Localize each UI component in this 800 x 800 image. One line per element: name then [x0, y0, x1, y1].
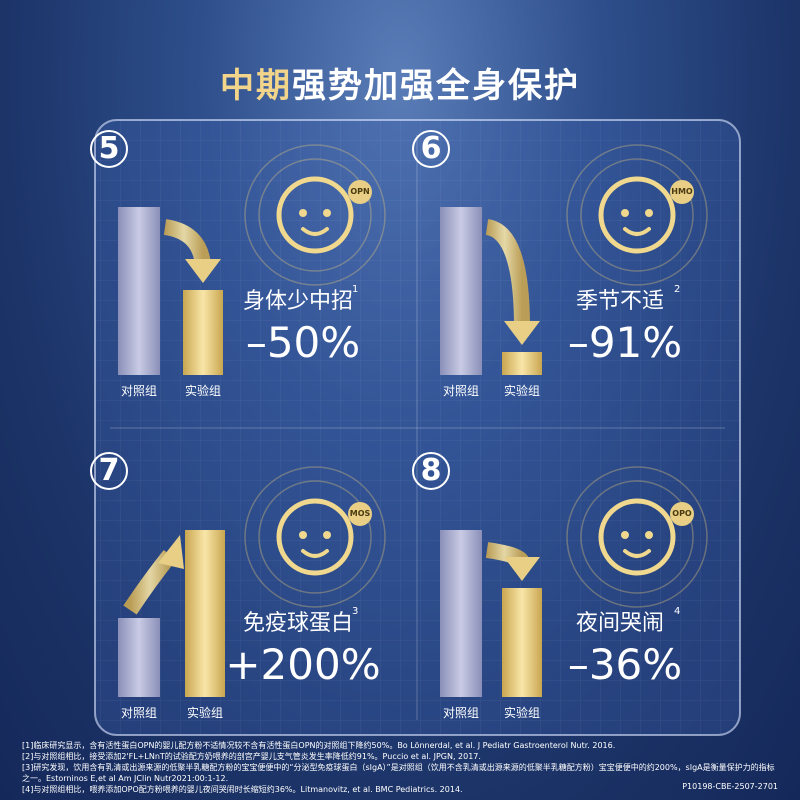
control-label: 对照组: [120, 384, 157, 398]
icon-ring: [244, 144, 386, 286]
step-number: 5: [90, 130, 128, 168]
badge-label: OPO: [672, 509, 692, 518]
icon-eye: [299, 531, 307, 539]
test-label: 实验组: [503, 706, 540, 720]
ref-mark: 4: [674, 606, 681, 617]
test-bar: [183, 290, 223, 375]
footnotes: [1]临床研究显示，含有活性蛋白OPN的婴儿配方粉不适情况较不含有活性蛋白OPN…: [22, 740, 782, 795]
outcome-label: 身体少中招: [242, 289, 353, 314]
control-label: 对照组: [442, 384, 479, 398]
outcome-label: 免疫球蛋白: [242, 611, 353, 636]
icon-face: [598, 176, 676, 254]
badge-label: HMO: [671, 187, 693, 196]
grid-texture: [95, 120, 740, 735]
test-bar: [502, 588, 542, 697]
test-bar: [185, 530, 225, 697]
ref-mark: 2: [674, 284, 681, 295]
ref-mark: 1: [352, 284, 359, 295]
result: –50%: [245, 318, 361, 367]
badge: [670, 502, 694, 526]
icon-eye: [621, 209, 629, 217]
title: 中期强势加强全身保护: [0, 58, 800, 107]
arrow-head: [504, 557, 540, 581]
icon-face: [276, 176, 354, 254]
result: +200%: [225, 640, 381, 689]
icon-eye: [323, 531, 331, 539]
icon-mouth: [623, 227, 651, 236]
icon-ring: [580, 480, 694, 594]
footnote: [2]与对照组相比，接受添加2'FL+LNnT的试验配方奶喂养的剖宫产婴儿支气管…: [22, 752, 481, 761]
control-label: 对照组: [120, 706, 157, 720]
ref-mark: 3: [352, 606, 359, 617]
badge: [348, 502, 372, 526]
outcome-label: 夜间哭闹: [575, 611, 664, 636]
result: –91%: [567, 318, 683, 367]
icon-mouth: [301, 549, 329, 558]
icon-eye: [323, 209, 331, 217]
title-rest: 强势加强全身保护: [292, 66, 580, 106]
control-label: 对照组: [442, 706, 479, 720]
icon-mouth: [623, 549, 651, 558]
doc-code: P10198-CBE-2507-2701: [682, 782, 778, 791]
test-bar: [502, 352, 542, 375]
badge-label: MOS: [349, 509, 371, 518]
arrow-head: [504, 321, 540, 345]
icon-eye: [645, 531, 653, 539]
badge: [348, 180, 372, 204]
arrow-head: [158, 535, 184, 569]
test-label: 实验组: [184, 384, 221, 398]
result: –36%: [567, 640, 683, 689]
step-number: 8: [412, 452, 450, 490]
icon-eye: [299, 209, 307, 217]
control-bar: [440, 530, 482, 697]
icon-eye: [621, 531, 629, 539]
icon-mouth: [301, 227, 329, 236]
step-number: 7: [90, 452, 128, 490]
badge: [670, 180, 694, 204]
step-number: 6: [412, 130, 450, 168]
footnote: [4]与对照组相比，喂养添加OPO配方粉喂养的婴儿夜间哭闹时长缩短约36%。Li…: [22, 785, 463, 794]
test-label: 实验组: [503, 384, 540, 398]
outcome-label: 季节不适: [575, 289, 664, 314]
icon-eye: [645, 209, 653, 217]
title-highlight: 中期: [220, 66, 292, 106]
icon-ring: [244, 466, 386, 608]
trend-arrow: [485, 219, 530, 328]
footnote: [3]研究发现，饮用含有乳清或出源来源的低聚半乳糖配方粉的宝宝便便中的“分泌型免…: [22, 763, 775, 783]
control-bar: [118, 618, 160, 697]
icon-ring: [580, 158, 694, 272]
control-bar: [440, 207, 482, 375]
icon-face: [276, 498, 354, 576]
icon-ring: [566, 144, 708, 286]
icon-ring: [258, 480, 372, 594]
icon-ring: [566, 466, 708, 608]
control-bar: [118, 207, 160, 375]
arrow-head: [185, 259, 221, 283]
badge-label: OPN: [350, 187, 370, 196]
icon-face: [598, 498, 676, 576]
test-label: 实验组: [186, 706, 223, 720]
footnote: [1]临床研究显示，含有活性蛋白OPN的婴儿配方粉不适情况较不含有活性蛋白OPN…: [22, 741, 616, 750]
icon-ring: [258, 158, 372, 272]
